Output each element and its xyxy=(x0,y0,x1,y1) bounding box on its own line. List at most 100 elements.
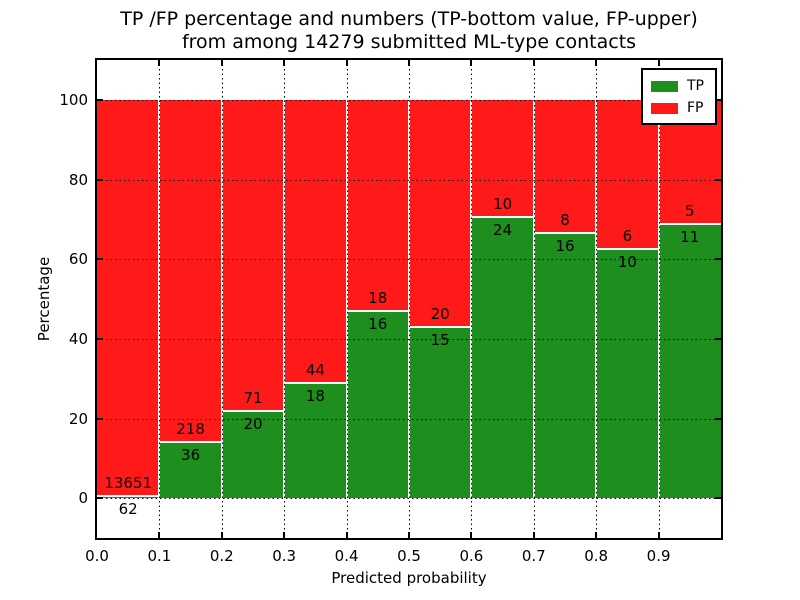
bar-segment-divider xyxy=(159,440,222,443)
bar-segment-divider xyxy=(97,495,160,498)
tp-bar-segment xyxy=(409,327,472,499)
y-tick-label: 40 xyxy=(68,329,88,348)
fp-bar-segment xyxy=(284,99,347,383)
y-tick-mark xyxy=(97,178,103,181)
legend-label-fp: FP xyxy=(687,100,704,116)
x-tick-mark xyxy=(283,60,286,66)
fp-bar-segment xyxy=(346,99,409,311)
x-tick-mark xyxy=(158,60,161,66)
x-tick-label: 0.3 xyxy=(272,547,297,565)
y-gridline xyxy=(97,338,721,340)
bar-segment-divider xyxy=(658,223,721,226)
y-tick-label: 20 xyxy=(68,409,88,428)
x-tick-mark xyxy=(470,532,473,538)
tp-bar-segment xyxy=(471,216,534,499)
y-gridline xyxy=(97,418,721,420)
y-tick-mark xyxy=(715,417,721,420)
y-tick-label: 100 xyxy=(59,90,88,109)
bar-segment-divider xyxy=(533,231,597,234)
y-tick-label: 60 xyxy=(68,250,88,269)
fp-count-label: 10 xyxy=(493,194,513,213)
x-tick-label: 0.5 xyxy=(397,547,421,565)
x-tick-mark xyxy=(158,532,161,538)
y-axis-label: Percentage xyxy=(35,256,53,342)
y-tick-mark xyxy=(97,258,103,261)
x-tick-mark xyxy=(408,532,410,538)
x-tick-label: 0.7 xyxy=(521,547,546,565)
tp-bar-segment xyxy=(221,410,285,499)
tp-count-label: 16 xyxy=(555,236,575,255)
fp-count-label: 71 xyxy=(243,388,263,407)
y-tick-mark xyxy=(715,178,721,181)
fp-count-label: 13651 xyxy=(104,474,153,493)
x-tick-mark xyxy=(595,60,598,66)
fp-bar-segment xyxy=(221,99,285,411)
bar-segment-divider xyxy=(346,309,409,312)
x-gridline xyxy=(533,60,535,538)
tp-count-label: 10 xyxy=(617,253,637,272)
x-gridline xyxy=(284,60,286,538)
y-tick-mark xyxy=(715,258,721,261)
tp-count-label: 20 xyxy=(243,414,263,433)
x-tick-mark xyxy=(532,532,535,538)
chart-title: TP /FP percentage and numbers (TP-bottom… xyxy=(95,8,723,54)
fp-count-label: 5 xyxy=(685,202,695,221)
tp-count-label: 16 xyxy=(368,314,388,333)
x-tick-label: 0.6 xyxy=(459,547,484,565)
x-tick-label: 0.9 xyxy=(646,547,671,565)
bar-segment-divider xyxy=(409,326,472,329)
fp-count-label: 218 xyxy=(176,419,205,438)
tp-count-label: 36 xyxy=(181,445,201,464)
x-tick-label: 0.8 xyxy=(584,547,609,565)
tp-bar-segment xyxy=(284,382,347,499)
fp-bar-segment xyxy=(471,99,534,217)
bar-segment-divider xyxy=(221,409,285,412)
fp-color-swatch-icon xyxy=(651,102,678,114)
x-tick-label: 0.2 xyxy=(209,547,234,565)
legend: TP FP xyxy=(641,68,717,125)
x-tick-mark xyxy=(345,60,348,66)
x-tick-label: 0.4 xyxy=(334,547,359,565)
chart-title-line2: from among 14279 submitted ML-type conta… xyxy=(181,31,637,53)
x-tick-mark xyxy=(283,532,286,538)
y-gridline xyxy=(97,498,721,500)
fp-count-label: 18 xyxy=(368,288,388,307)
tp-color-swatch-icon xyxy=(651,80,678,92)
x-tick-label: 0.0 xyxy=(85,547,109,565)
y-tick-label: 0 xyxy=(78,489,88,508)
y-gridline xyxy=(97,179,721,181)
x-tick-mark xyxy=(408,60,410,66)
y-tick-mark xyxy=(715,497,721,500)
x-tick-mark xyxy=(220,60,223,66)
x-tick-mark xyxy=(657,532,660,538)
x-tick-label: 0.1 xyxy=(147,547,172,565)
x-tick-mark xyxy=(657,60,660,66)
legend-item-fp: FP xyxy=(651,97,715,119)
fp-bar-segment xyxy=(97,99,160,497)
fp-count-label: 8 xyxy=(560,210,570,229)
x-gridline xyxy=(596,60,598,538)
tp-bar-segment xyxy=(533,232,597,499)
tp-bar-segment xyxy=(596,249,659,499)
fp-bar-segment xyxy=(533,99,597,233)
tp-bar-segment xyxy=(658,224,721,499)
y-tick-mark xyxy=(97,337,103,340)
chart-title-line1: TP /FP percentage and numbers (TP-bottom… xyxy=(120,8,698,30)
y-tick-mark xyxy=(97,417,103,420)
fp-count-label: 6 xyxy=(622,227,633,246)
x-gridline xyxy=(658,60,660,538)
y-tick-label: 80 xyxy=(68,170,88,189)
x-tick-mark xyxy=(220,532,223,538)
tp-count-label: 11 xyxy=(680,228,700,247)
bar-segment-divider xyxy=(284,381,347,384)
x-tick-mark xyxy=(470,60,473,66)
x-tick-mark xyxy=(595,532,598,538)
x-gridline xyxy=(159,60,161,538)
fp-bar-segment xyxy=(159,99,222,442)
tp-count-label: 62 xyxy=(118,500,138,519)
y-gridline xyxy=(97,99,721,101)
y-tick-mark xyxy=(97,497,103,500)
x-gridline xyxy=(471,60,473,538)
legend-item-tp: TP xyxy=(651,75,715,97)
